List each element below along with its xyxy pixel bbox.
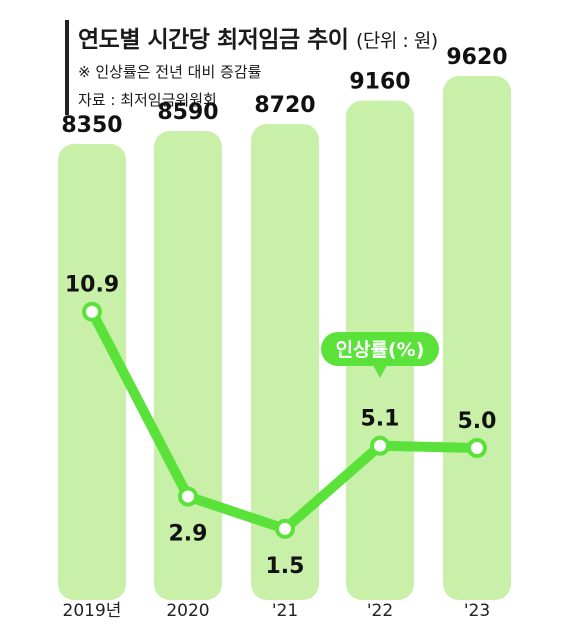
wage-bar [154, 131, 222, 600]
wage-bar [443, 76, 511, 600]
rate-marker [275, 518, 295, 539]
rate-marker [467, 438, 487, 458]
rate-note: ※ 인상률은 전년 대비 증감률 [78, 63, 262, 81]
chart-title: 연도별 시간당 최저임금 추이 (단위 : 원) [78, 20, 438, 54]
legend-callout [321, 332, 439, 366]
wage-bar [58, 143, 126, 600]
wage-value-label: 9160 [349, 70, 410, 95]
x-tick-label: 2020 [166, 601, 209, 621]
x-tick-label: 2019년 [63, 601, 122, 621]
x-tick-label: '22 [367, 601, 393, 621]
rate-value-label: 5.1 [361, 407, 400, 432]
wage-value-label: 9620 [446, 45, 507, 70]
legend-callout-pointer [373, 365, 387, 378]
source-label: 자료 : 최저임금위원회 [78, 91, 217, 109]
legend-label: 인상률(%) [336, 339, 425, 361]
x-tick-label: '23 [464, 601, 490, 621]
wage-value-label: 8720 [254, 93, 315, 118]
rate-marker [82, 301, 102, 322]
rate-value-label: 1.5 [266, 554, 305, 579]
rate-value-label: 5.0 [458, 409, 497, 434]
title-accent-bar [65, 20, 69, 115]
wage-value-label: 8590 [157, 100, 218, 125]
wage-bar [251, 124, 319, 601]
chart-title-text: 연도별 시간당 최저임금 추이 [78, 27, 349, 53]
x-tick-label: '21 [272, 601, 298, 621]
rate-value-label: 2.9 [169, 522, 208, 547]
unit-label: (단위 : 원) [355, 30, 438, 52]
rate-value-label: 10.9 [65, 273, 119, 298]
rate-marker [370, 435, 390, 456]
rate-marker [178, 486, 198, 507]
wage-value-label: 8350 [61, 113, 122, 138]
